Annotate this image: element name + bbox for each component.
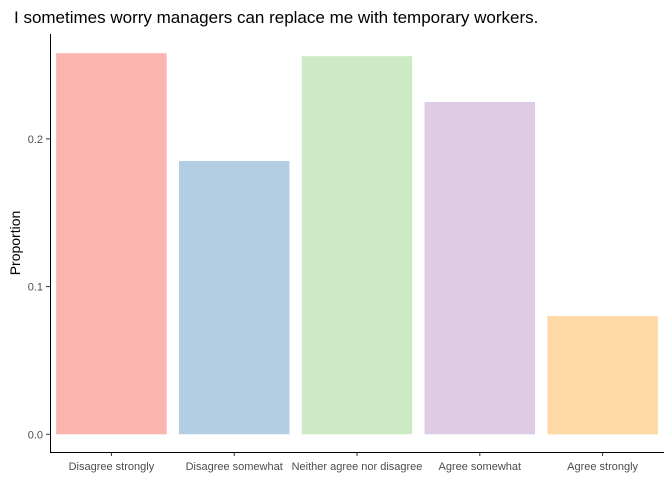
x-tick-label: Agree somewhat xyxy=(439,461,522,473)
bar-neither-agree-nor-disagree xyxy=(301,56,413,435)
y-tick-label: 0.2 xyxy=(28,134,43,146)
y-ticks-group: 0.0 0.1 0.2 xyxy=(28,134,50,441)
chart-title: I sometimes worry managers can replace m… xyxy=(14,8,538,27)
bar-agree-strongly xyxy=(547,316,658,435)
x-tick-label: Neither agree nor disagree xyxy=(292,461,423,473)
x-tick-label: Disagree strongly xyxy=(69,461,155,473)
y-tick-label: 0.0 xyxy=(28,429,43,441)
x-tick-label: Agree strongly xyxy=(567,461,638,473)
x-ticks-group: Disagree strongly Disagree somewhat Neithe… xyxy=(69,452,639,473)
x-tick-label: Disagree somewhat xyxy=(186,461,283,473)
y-tick-label: 0.1 xyxy=(28,282,43,294)
bars-group xyxy=(56,53,658,435)
y-axis-title: Proportion xyxy=(7,211,23,276)
bar-agree-somewhat xyxy=(424,101,536,435)
bar-disagree-somewhat xyxy=(178,161,290,435)
bar-disagree-strongly xyxy=(56,53,167,435)
